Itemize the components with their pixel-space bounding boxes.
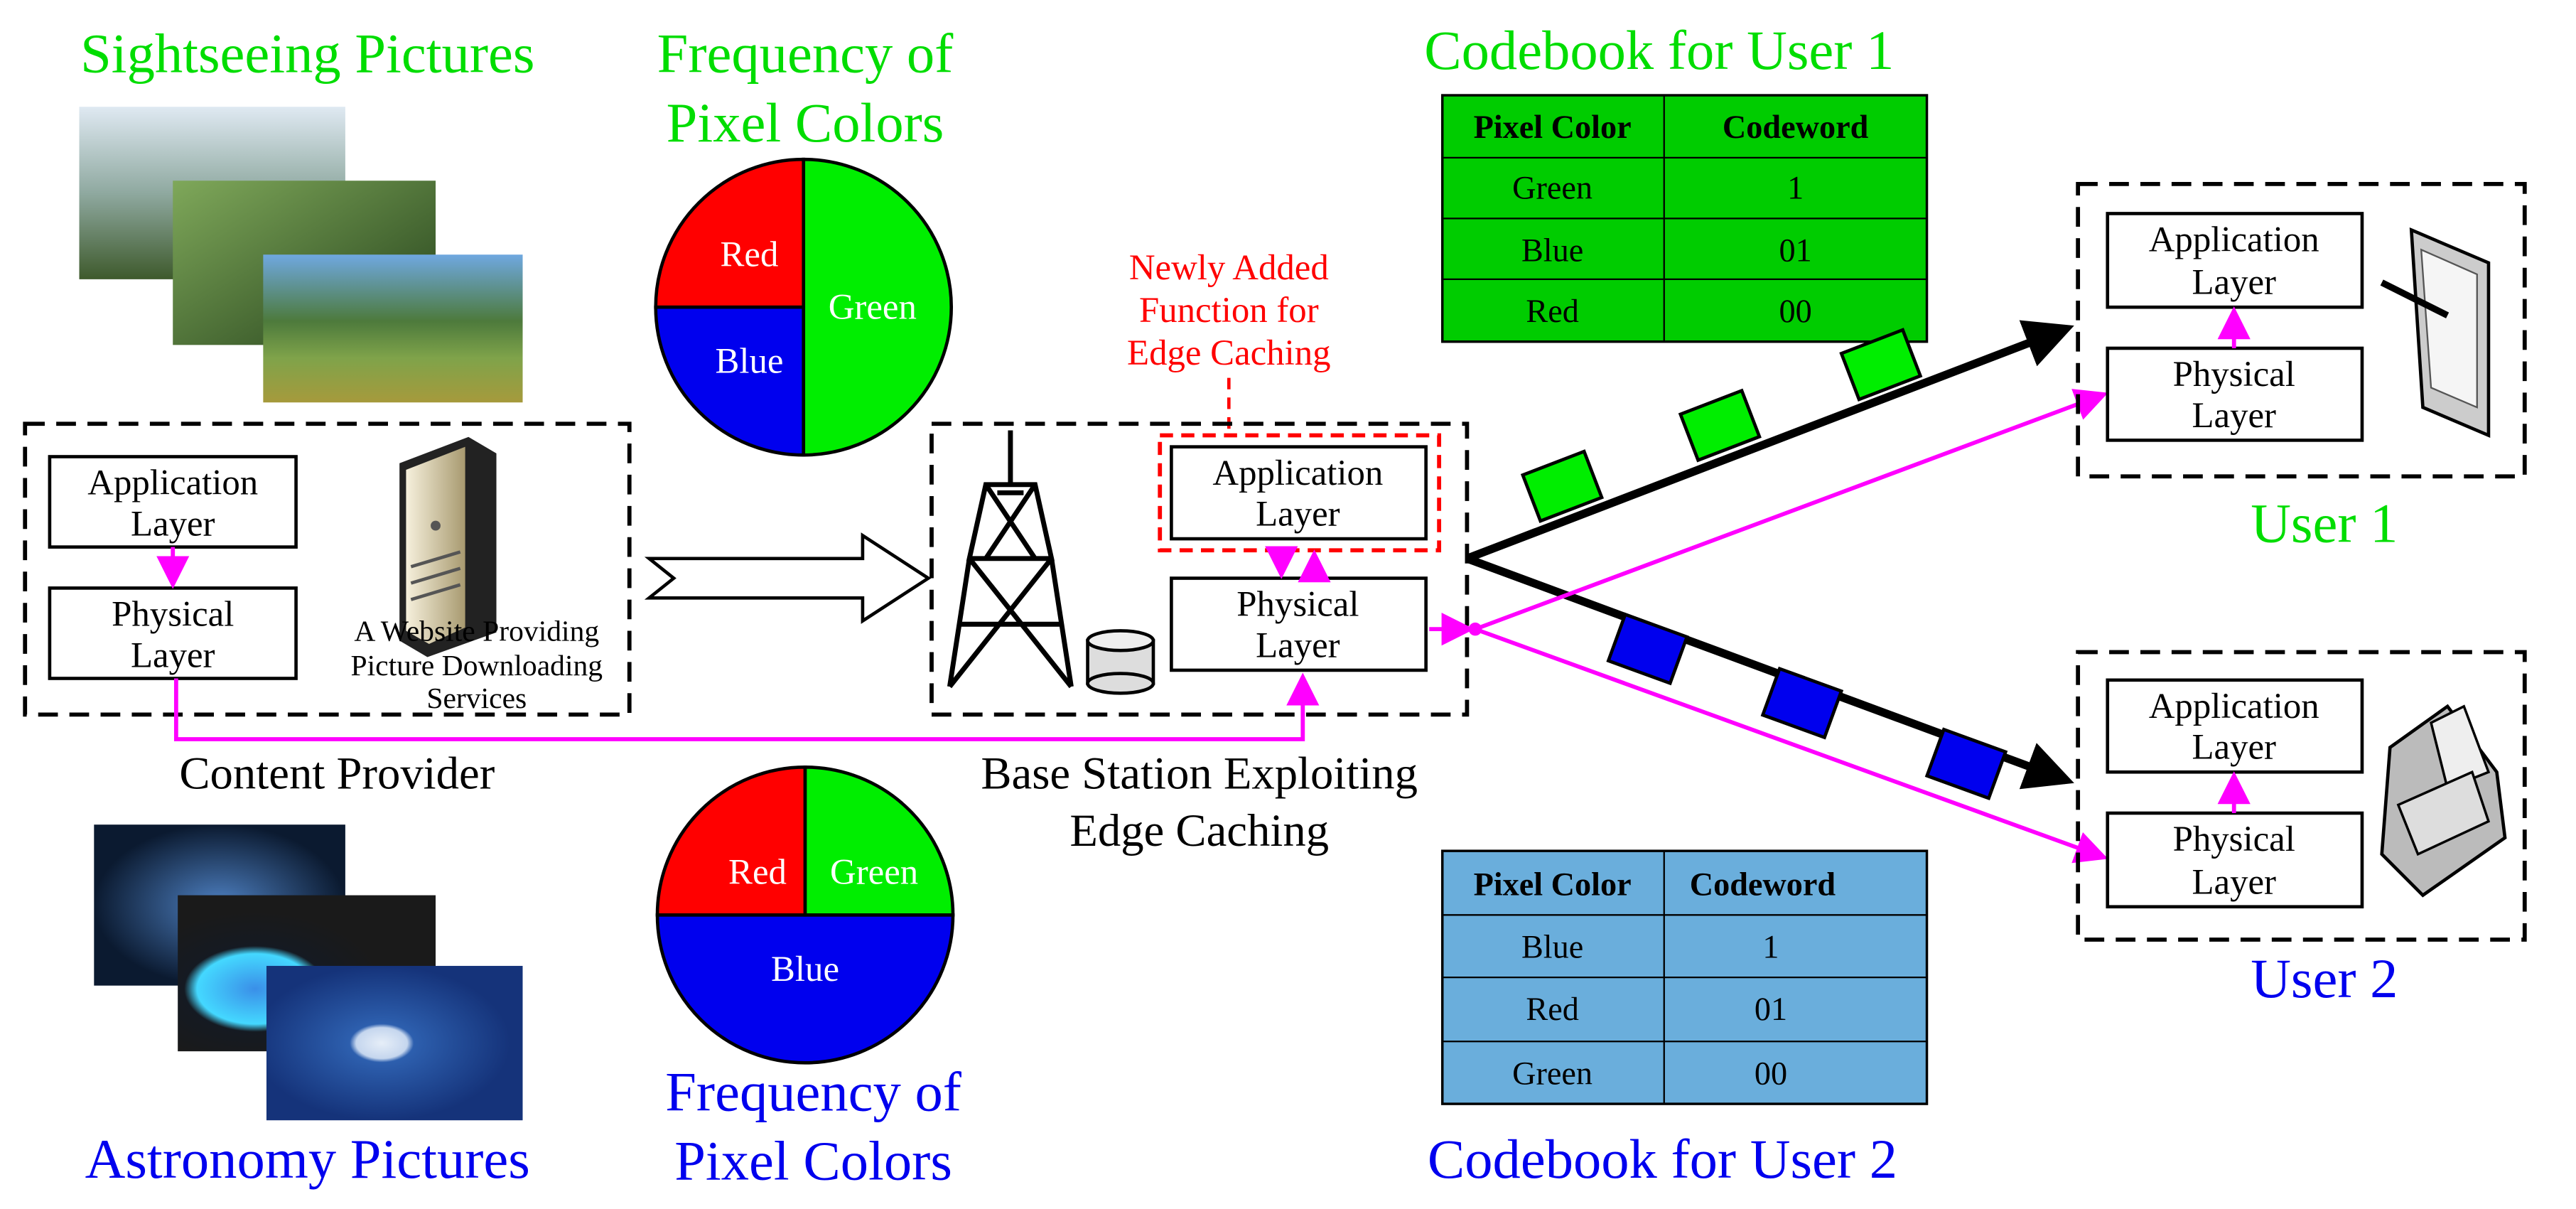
bs-physical-layer [1170,576,1428,672]
base-station-label-1: Base Station Exploiting [981,747,1418,798]
tower-icon [947,430,1074,689]
pie-bottom-slice-blue [655,913,955,1065]
codebook2-title: Codebook for User 2 [1428,1128,1897,1190]
bs-phy-label: Layer [1256,625,1340,665]
pie-bottom-title-1: Frequency of [665,1060,962,1122]
codebook1-cell: 00 [1779,293,1812,329]
blue-packets [1606,612,2008,801]
flip-phone-icon [2380,704,2507,898]
bs-phy-label: Physical [1236,584,1359,624]
sightseeing-title: Sightseeing Pictures [80,23,534,85]
pie-top-label-blue: Blue [715,341,783,381]
codebook2-header-codeword: Codeword [1690,866,1836,903]
user1-application-layer [2106,212,2364,309]
codebook2-cell: Green [1512,1055,1593,1091]
green-packets [1520,328,1923,524]
codebook1-table: Pixel Color Codeword Green 1 Blue 01 Red… [1441,94,1929,343]
new-function-line1: Newly Added [1129,247,1329,287]
codebook1-header-color: Pixel Color [1474,109,1632,145]
codebook2-cell: Blue [1521,928,1583,964]
pie-bottom-slice-green [803,765,955,917]
codebook1-cell: 1 [1787,170,1804,206]
cp-physical-layer [48,586,298,680]
pie-bottom-title-2: Pixel Colors [674,1129,952,1191]
pie-top-label-red: Red [721,234,779,274]
codebook1-cell: Blue [1521,232,1583,268]
codebook2-cell: 01 [1755,991,1787,1027]
base-station-box [929,421,1470,717]
pie-top-slice-blue [654,305,806,457]
content-provider-label: Content Provider [179,747,495,798]
sightseeing-photo-3 [263,254,523,403]
user1-phy-label: Physical [2173,354,2295,394]
tablet-icon [2380,227,2491,438]
codebook2-cell: 00 [1755,1055,1787,1091]
signal-to-user1 [1474,389,2108,631]
codebook1-header-codeword: Codeword [1723,109,1869,145]
server-caption-3: Services [426,682,527,714]
codebook2-header-color: Pixel Color [1474,866,1632,903]
user1-label: User 1 [2251,493,2398,554]
user2-physical-layer [2106,811,2364,909]
pie-top-title-2: Pixel Colors [667,92,944,154]
server-caption-2: Picture Downloading [350,649,603,682]
pie-bottom: Blue Red Green [655,765,955,1065]
codebook2-cell: Red [1526,991,1578,1027]
pie-bottom-label-green: Green [830,851,918,891]
pie-bottom-slice-red [655,765,807,917]
user2-app-label: Layer [2192,727,2276,767]
cp-phy-label: Physical [112,594,234,634]
pie-bottom-label-blue: Blue [771,949,839,989]
cache-storage-icon [1086,629,1155,695]
astronomy-title: Astronomy Pictures [85,1128,530,1190]
transfer-arrow-icon [644,532,932,624]
server-icon [399,436,497,657]
pie-top-title-1: Frequency of [657,23,954,85]
pie-bottom-label-red: Red [728,851,787,891]
user1-app-label: Layer [2192,262,2276,302]
codebook2-table: Pixel Color Codeword Blue 1 Red 01 Green… [1441,849,1929,1105]
user1-phy-label: Layer [2192,395,2276,435]
codebook2-cell: 1 [1762,928,1779,964]
user2-box [2076,650,2527,942]
server-caption-1: A Website Providing [354,614,599,647]
signal-to-user2 [1474,627,2108,864]
cp-app-label: Layer [131,503,215,543]
new-function-line3: Edge Caching [1127,333,1331,372]
user2-label: User 2 [2251,947,2398,1009]
cp-phy-label: Layer [131,635,215,675]
user2-phy-label: Layer [2192,861,2276,901]
pie-top-slice-red [654,157,806,309]
bs-application-layer [1170,445,1428,541]
codebook1-cell: 01 [1779,232,1812,268]
user1-app-label: Application [2149,220,2319,259]
codebook1-cell: Green [1512,170,1593,206]
content-provider-box [23,421,632,717]
astronomy-photo-3 [266,965,523,1121]
new-function-line2: Function for [1139,290,1319,330]
user2-phy-label: Physical [2173,819,2295,859]
pie-top: Green Red Blue [654,157,953,457]
link-to-user1 [1465,320,2074,563]
codebook1-title: Codebook for User 1 [1424,19,1894,81]
pie-top-slice-green [802,157,953,457]
cp-app-label: Application [87,463,258,503]
codebook1-cell: Red [1526,293,1578,329]
bs-app-label: Layer [1256,494,1340,534]
bs-app-label: Application [1212,453,1383,493]
pie-top-label-green: Green [829,286,917,326]
user1-box [2076,181,2527,479]
cp-to-bs-link [173,672,1320,741]
user1-physical-layer [2106,346,2364,442]
user2-application-layer [2106,678,2364,774]
user2-app-label: Application [2149,686,2319,726]
cp-application-layer [48,455,298,549]
base-station-label-2: Edge Caching [1069,805,1329,856]
